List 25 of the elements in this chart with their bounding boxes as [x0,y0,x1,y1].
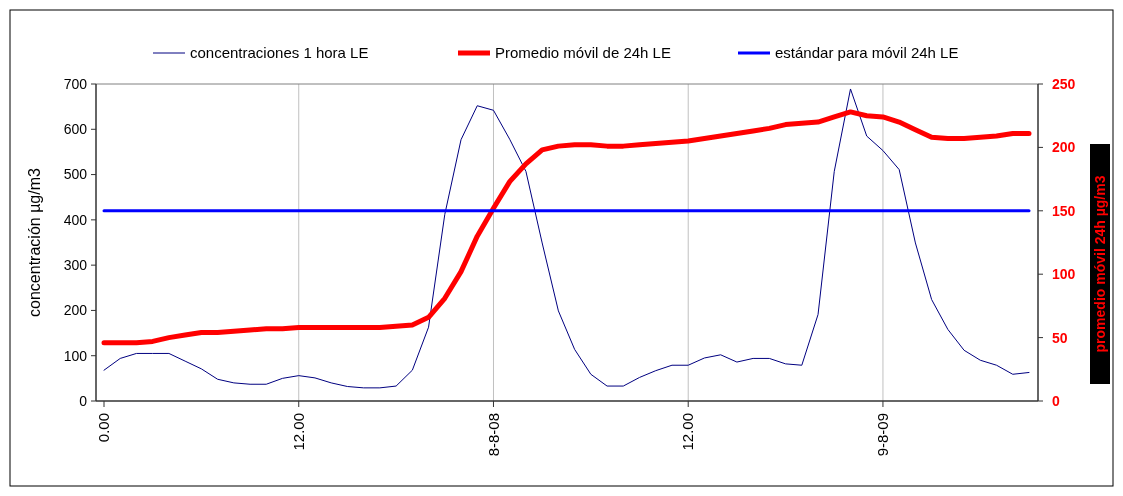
legend-label: concentraciones 1 hora LE [190,44,369,62]
y-tick-label: 100 [63,347,88,364]
y-tick-label: 0 [79,392,88,409]
y2-tick-label: 100 [1052,266,1076,283]
y2-tick-label: 0 [1052,392,1060,409]
line-series [103,88,1030,389]
y-axis-title: concentración µg/m3 [26,167,43,317]
x-tick-label: 8-8-08 [484,413,502,457]
y2-tick-label: 250 [1052,75,1076,92]
legend-label: estándar para móvil 24h LE [775,44,959,62]
y-tick-label: 300 [63,257,88,274]
x-tick-label: 12.00 [679,413,697,451]
x-tick-label: 12.00 [289,413,307,451]
y2-tick-label: 150 [1052,202,1076,219]
y-tick-label: 200 [63,302,88,319]
y-tick-label: 400 [63,211,88,228]
legend-label: Promedio móvil de 24h LE [495,44,671,62]
y2-tick-label: 50 [1052,329,1068,346]
x-tick-label: 0.00 [95,413,113,443]
y-tick-label: 600 [63,121,88,138]
y-tick-label: 700 [63,75,88,92]
y2-axis-title: promedio móvil 24h µg/m3 [1092,175,1108,353]
x-tick-label: 9-8-09 [874,413,892,457]
y-tick-label: 500 [63,166,88,183]
y2-tick-label: 200 [1052,139,1076,156]
